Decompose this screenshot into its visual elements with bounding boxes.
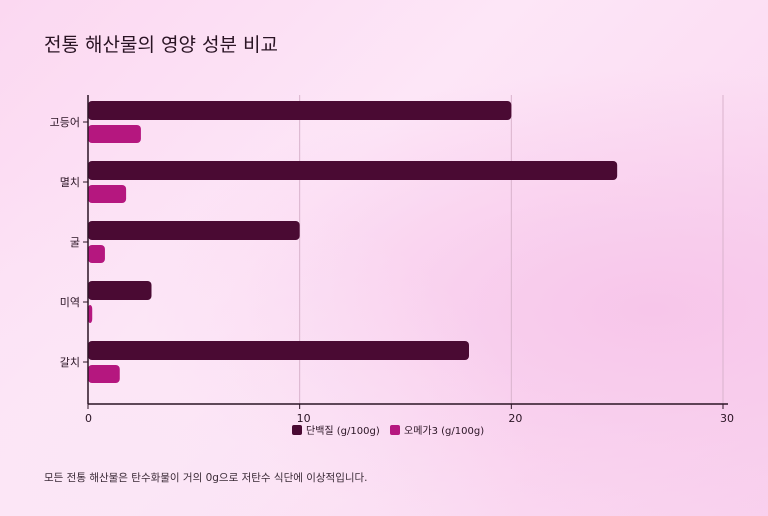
x-tick-label: 30 xyxy=(720,412,734,425)
bar-protein xyxy=(88,161,618,180)
bar-protein xyxy=(88,101,512,120)
bar-protein xyxy=(88,341,469,360)
x-tick-label: 10 xyxy=(297,412,311,425)
chart-title: 전통 해산물의 영양 성분 비교 xyxy=(44,34,278,56)
bar-protein xyxy=(88,281,152,300)
x-tick-label: 20 xyxy=(508,412,522,425)
legend-label: 오메가3 (g/100g) xyxy=(404,425,484,437)
bar-omega3 xyxy=(88,245,105,263)
bar-omega3 xyxy=(88,365,120,383)
legend-swatch xyxy=(390,425,400,435)
y-tick-label: 멸치 xyxy=(60,176,80,189)
chart-footnote: 모든 전통 해산물은 탄수화물이 거의 0g으로 저탄수 식단에 이상적입니다. xyxy=(44,472,368,484)
y-tick-label: 미역 xyxy=(60,296,80,309)
bar-omega3 xyxy=(88,185,127,203)
legend-label: 단백질 (g/100g) xyxy=(306,425,380,437)
y-tick-label: 갈치 xyxy=(60,355,80,369)
bar-omega3 xyxy=(88,125,141,143)
bar-protein xyxy=(88,221,300,240)
y-tick-label: 고등어 xyxy=(50,116,80,129)
y-tick-label: 굴 xyxy=(70,236,80,249)
legend-swatch xyxy=(292,425,302,435)
bar-omega3 xyxy=(88,305,93,323)
x-tick-label: 0 xyxy=(85,412,92,425)
